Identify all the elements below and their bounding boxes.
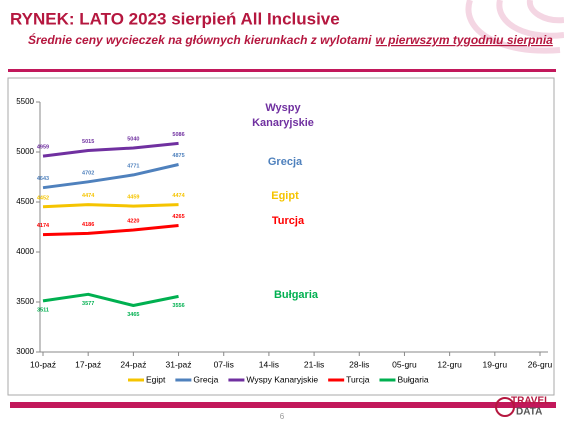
x-tick-label: 17-paź (75, 359, 101, 369)
x-tick-label: 26-gru (528, 359, 553, 369)
bottom-bar (10, 402, 556, 408)
data-label: 3465 (127, 312, 139, 318)
y-tick-label: 5000 (16, 147, 34, 156)
annotation: Grecja (267, 156, 303, 168)
subtitle: Średnie ceny wycieczek na głównych kieru… (28, 32, 553, 47)
y-tick-label: 4500 (16, 197, 34, 206)
x-tick-label: 28-lis (349, 359, 369, 369)
data-label: 5086 (172, 132, 184, 138)
annotation: Turcja (271, 215, 305, 227)
annotation: Bułgaria (273, 289, 318, 301)
data-label: 4875 (172, 153, 184, 159)
data-label: 4452 (37, 195, 49, 201)
data-label: 4265 (172, 214, 184, 220)
decoration (465, 0, 564, 54)
y-tick-label: 3500 (16, 297, 34, 306)
x-tick-label: 05-gru (392, 359, 417, 369)
page-number: 6 (280, 412, 285, 421)
x-tick-label: 12-gru (437, 359, 462, 369)
data-label: 4643 (37, 176, 49, 182)
data-label: 3511 (37, 307, 49, 313)
x-tick-label: 19-gru (483, 359, 508, 369)
series-line (42, 224, 179, 237)
x-tick-label: 24-paź (120, 359, 146, 369)
legend-label: Bułgaria (397, 374, 428, 384)
subtitle-part: Średnie ceny wycieczek na głównych kieru… (28, 32, 372, 47)
title: RYNEK: LATO 2023 sierpień All Inclusive (10, 9, 340, 28)
data-label: 4186 (82, 222, 94, 228)
x-tick-label: 10-paź (30, 359, 56, 369)
data-label: 4459 (127, 195, 139, 201)
legend-label: Grecja (193, 374, 218, 384)
data-label: 5015 (82, 139, 94, 145)
y-tick-label: 3000 (16, 347, 34, 356)
data-label: 4771 (127, 163, 139, 169)
y-tick-label: 5500 (16, 97, 34, 106)
series-line (42, 163, 179, 190)
x-tick-label: 14-lis (259, 359, 279, 369)
annotation: Egipt (271, 190, 299, 202)
legend-label: Egipt (146, 374, 166, 384)
top-bar (8, 69, 556, 72)
x-tick-label: 31-paź (166, 359, 192, 369)
logo-icon (495, 397, 515, 417)
data-label: 4174 (37, 223, 50, 229)
series-line (42, 203, 179, 209)
data-label: 3556 (172, 303, 184, 309)
logo-text: TRAVEL (511, 396, 550, 407)
chart-frame (7, 77, 555, 396)
y-tick-label: 4000 (16, 247, 34, 256)
series-line (42, 141, 179, 158)
data-label: 4220 (127, 218, 139, 224)
logo-text: DATA (516, 407, 542, 418)
series-line (42, 292, 179, 307)
legend-label: Wyspy Kanaryjskie (246, 374, 318, 384)
x-tick-label: 07-lis (214, 359, 234, 369)
x-tick-label: 21-lis (304, 359, 324, 369)
data-label: 4474 (82, 193, 95, 199)
subtitle-part: w pierwszym tygodniu sierpnia (375, 33, 553, 47)
data-label: 5040 (127, 136, 139, 142)
data-label: 4474 (172, 193, 185, 199)
legend-label: Turcja (346, 374, 370, 384)
data-label: 3577 (82, 301, 94, 307)
data-label: 4959 (37, 145, 49, 151)
annotation: Wyspy Kanaryjskie (252, 102, 314, 129)
data-label: 4702 (82, 170, 94, 176)
